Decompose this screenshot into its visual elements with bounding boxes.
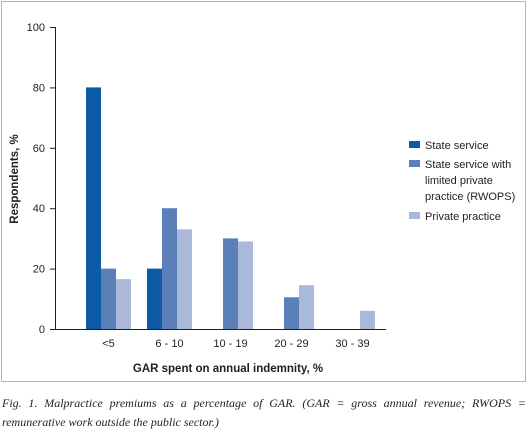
y-tick-label: 0 — [39, 324, 45, 336]
bar — [101, 268, 116, 329]
bar — [177, 229, 192, 329]
y-axis-ticks: 0 20 40 60 80 100 — [27, 22, 55, 336]
x-tick-label: <5 — [102, 338, 115, 350]
bar — [299, 285, 314, 329]
y-axis-title: Respondents, % — [9, 134, 21, 223]
figure-caption: Fig. 1. Malpractice premiums as a percen… — [2, 396, 526, 429]
legend-label: State service — [425, 140, 489, 152]
x-axis-title: GAR spent on annual indemnity, % — [133, 363, 323, 375]
bar — [162, 208, 177, 329]
y-tick-label: 20 — [33, 264, 45, 276]
bar — [360, 310, 375, 329]
y-tick-label: 80 — [33, 82, 45, 94]
legend-swatch — [409, 160, 420, 167]
x-tick-label: 30 - 39 — [335, 338, 369, 350]
legend: State service State service with limited p… — [409, 140, 515, 223]
bar — [116, 279, 131, 329]
legend-swatch — [409, 141, 420, 148]
x-tick-label: 20 - 29 — [274, 338, 308, 350]
legend-swatch — [409, 212, 420, 219]
bar-chart: 0 20 40 60 80 100 <5 6 - 10 10 - 19 20 - 29 30 - … — [9, 22, 515, 375]
bar — [284, 297, 299, 329]
legend-label: State service with limited private practic… — [425, 159, 515, 203]
legend-label: Private practice — [425, 211, 501, 223]
bar — [223, 238, 238, 329]
x-axis-ticks: <5 6 - 10 10 - 19 20 - 29 30 - 39 — [102, 338, 369, 350]
bar — [86, 87, 101, 330]
bar — [147, 268, 162, 329]
y-tick-label: 100 — [27, 22, 45, 34]
chart-frame — [1, 1, 526, 382]
x-tick-label: 6 - 10 — [155, 338, 183, 350]
y-tick-label: 40 — [33, 203, 45, 215]
x-tick-label: 10 - 19 — [213, 338, 247, 350]
y-tick-label: 60 — [33, 143, 45, 155]
bars — [86, 87, 375, 330]
bar — [238, 241, 253, 329]
